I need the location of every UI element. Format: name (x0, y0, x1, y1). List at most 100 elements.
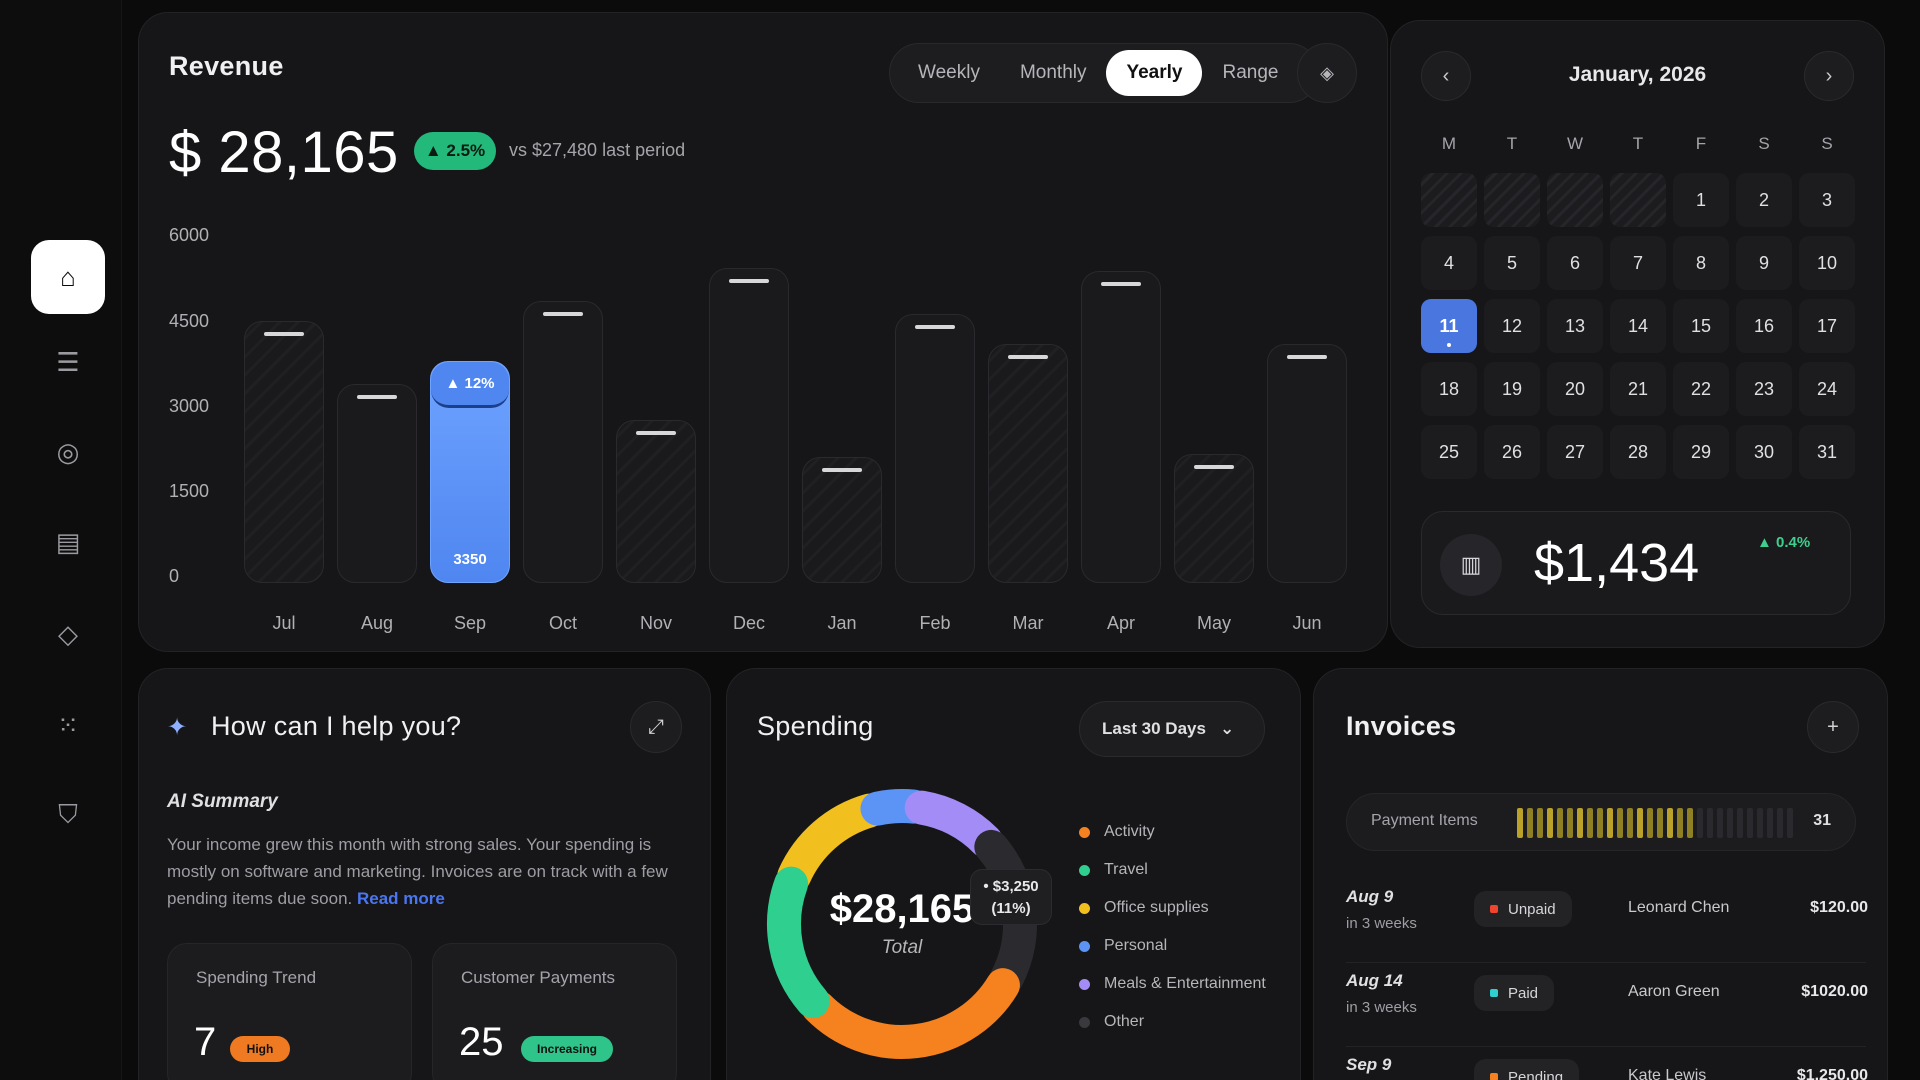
bar-cap (729, 279, 769, 283)
status-badge: Paid (1474, 975, 1555, 1011)
x-tick-label: Jan (827, 613, 857, 633)
payment-items-label: Payment Items (1371, 812, 1478, 829)
calendar-day[interactable]: 18 (1421, 362, 1477, 416)
invoice-amount: $1,250.00 (1796, 1067, 1868, 1080)
revenue-change-badge: ▲ 2.5% (414, 132, 496, 170)
status-badge: Unpaid (1474, 891, 1572, 927)
revenue-bar[interactable] (802, 457, 882, 583)
progress-tick (1517, 808, 1523, 838)
sidebar-item-apps[interactable]: ⁙ (31, 688, 105, 762)
status-label: Pending (1508, 1068, 1564, 1080)
calendar-day[interactable]: 24 (1799, 362, 1855, 416)
calendar-day[interactable]: 25 (1421, 425, 1477, 479)
calendar-day[interactable]: 30 (1736, 425, 1792, 479)
calendar-day[interactable]: 4 (1421, 236, 1477, 290)
donut-segment-meals-entertainment[interactable] (904, 790, 1003, 858)
calendar-day[interactable]: 19 (1484, 362, 1540, 416)
revenue-bar[interactable] (895, 314, 975, 583)
sidebar-item-droplet[interactable]: ◇ (31, 597, 105, 671)
status-badge: Pending (1474, 1059, 1580, 1080)
revenue-bar[interactable] (523, 301, 603, 583)
donut-segment-activity[interactable] (801, 968, 1020, 1059)
calendar-day[interactable]: 7 (1610, 236, 1666, 290)
calendar-day[interactable]: 16 (1736, 299, 1792, 353)
x-tick-label: Apr (1106, 613, 1135, 633)
y-tick-label: 3000 (169, 396, 210, 416)
revenue-bar[interactable] (1174, 454, 1254, 583)
revenue-bar[interactable] (616, 420, 696, 583)
x-tick-label: Dec (732, 613, 765, 633)
next-month-button[interactable]: › (1804, 51, 1854, 101)
bar-value-label: 3350 (453, 551, 487, 568)
sidebar-item-menu[interactable]: ☰ (31, 325, 105, 399)
calendar-empty-cell (1610, 173, 1666, 227)
status-dot (1490, 989, 1498, 997)
x-tick-label: Aug (360, 613, 394, 633)
bar-change-tag: ▲ 12% (431, 362, 509, 408)
invoice-row[interactable]: Aug 9 in 3 weeks Unpaid Leonard Chen $120.00 (1346, 879, 1868, 963)
range-dropdown[interactable]: Last 30 Days ⌄ (1079, 701, 1265, 757)
calendar-day[interactable]: 6 (1547, 236, 1603, 290)
document-icon: ▤ (55, 526, 81, 557)
filter-button[interactable]: ◈ (1297, 43, 1357, 103)
donut-segment-office-supplies[interactable] (777, 793, 887, 894)
calendar-day[interactable]: 5 (1484, 236, 1540, 290)
x-tick-label: May (1196, 613, 1231, 633)
chart-icon: ▥ (1440, 534, 1502, 596)
sparkle-icon: ✦ (167, 714, 188, 741)
shield-icon: ⛉ (58, 799, 78, 829)
calendar-day[interactable]: 13 (1547, 299, 1603, 353)
sidebar-item-document[interactable]: ▤ (31, 505, 105, 579)
calendar-day[interactable]: 31 (1799, 425, 1855, 479)
calendar-day[interactable]: 1 (1673, 173, 1729, 227)
revenue-bar[interactable] (244, 321, 324, 583)
calendar-day[interactable]: 22 (1673, 362, 1729, 416)
prev-month-button[interactable]: ‹ (1421, 51, 1471, 101)
metric-label: Spending Trend (196, 968, 317, 987)
calendar-day[interactable]: 3 (1799, 173, 1855, 227)
invoice-row[interactable]: Sep 9in 5 weeksPendingKate Lewis$1,250.0… (1346, 1047, 1868, 1080)
bar-cap (357, 395, 397, 399)
read-more-link[interactable]: Read more (356, 889, 445, 908)
calendar-day[interactable]: 14 (1610, 299, 1666, 353)
calendar-day[interactable]: 27 (1547, 425, 1603, 479)
legend-item: Other (1079, 1003, 1266, 1041)
calendar-day[interactable]: 28 (1610, 425, 1666, 479)
revenue-bar[interactable] (709, 268, 789, 583)
calendar-day[interactable]: 2 (1736, 173, 1792, 227)
tab-range[interactable]: Range (1222, 62, 1279, 83)
revenue-bar[interactable] (1081, 271, 1161, 583)
summary-change: ▲ 0.4% (1757, 534, 1811, 551)
sidebar-item-home[interactable]: ⌂ (31, 240, 105, 314)
legend-label: Other (1104, 1013, 1145, 1030)
calendar-day[interactable]: 9 (1736, 236, 1792, 290)
tab-monthly[interactable]: Monthly (1019, 62, 1087, 83)
calendar-day[interactable]: 10 (1799, 236, 1855, 290)
invoice-amount: $1020.00 (1801, 983, 1868, 1000)
calendar-day[interactable]: 8 (1673, 236, 1729, 290)
donut-segment-travel[interactable] (767, 866, 830, 1019)
add-invoice-button[interactable]: + (1807, 701, 1859, 753)
calendar-day[interactable]: 21 (1610, 362, 1666, 416)
invoice-row[interactable]: Aug 14 in 3 weeks Paid Aaron Green $1020.00 (1346, 963, 1868, 1047)
revenue-bar[interactable] (988, 344, 1068, 583)
calendar-day[interactable]: 29 (1673, 425, 1729, 479)
revenue-bar[interactable]: ▲ 12% 3350 (430, 361, 510, 583)
calendar-day[interactable]: 17 (1799, 299, 1855, 353)
calendar-day[interactable]: 23 (1736, 362, 1792, 416)
tab-yearly[interactable]: Yearly (1106, 50, 1203, 96)
calendar-day[interactable]: 26 (1484, 425, 1540, 479)
calendar-day[interactable]: 15 (1673, 299, 1729, 353)
calendar-day-selected[interactable]: 11 (1421, 299, 1477, 353)
revenue-bar[interactable] (337, 384, 417, 583)
calendar-day[interactable]: 20 (1547, 362, 1603, 416)
expand-button[interactable]: ⤢ (630, 701, 682, 753)
sidebar-item-wallet[interactable]: ◎ (31, 415, 105, 489)
sidebar-item-shield[interactable]: ⛉ (31, 778, 105, 852)
progress-tick (1577, 808, 1583, 838)
donut-chart (767, 789, 1037, 1059)
revenue-bar[interactable] (1267, 344, 1347, 583)
metric-card: Spending Trend 7 High (167, 943, 412, 1080)
tab-weekly[interactable]: Weekly (918, 62, 980, 83)
calendar-day[interactable]: 12 (1484, 299, 1540, 353)
